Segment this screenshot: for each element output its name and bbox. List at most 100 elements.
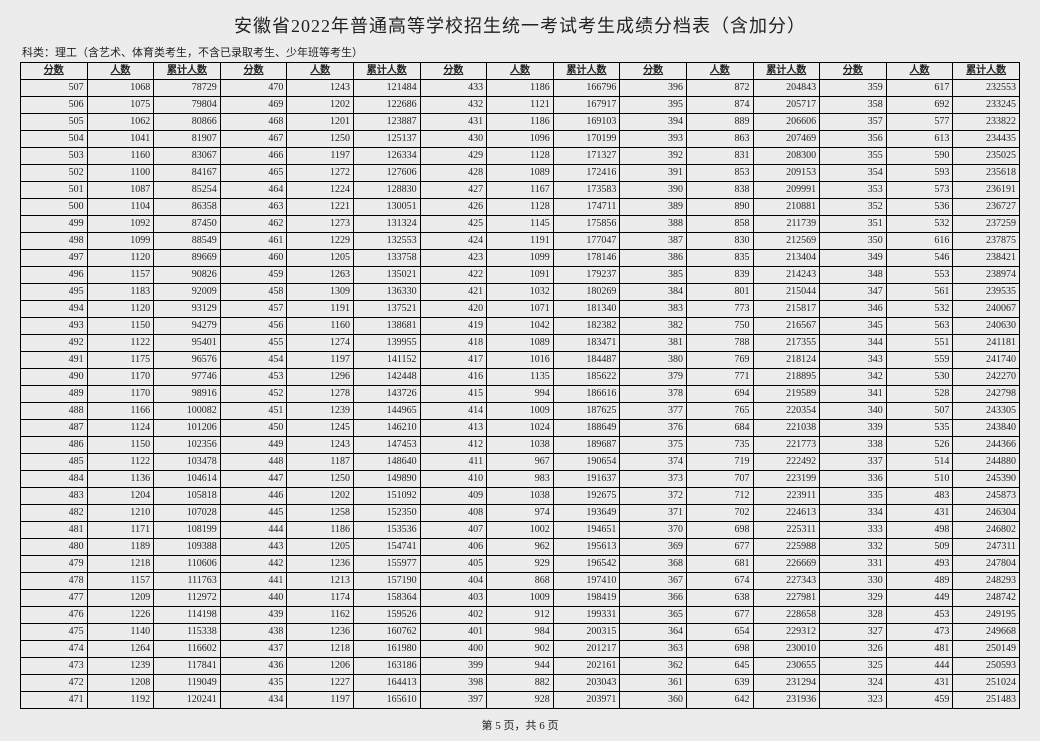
- cell: 220354: [753, 403, 820, 420]
- cell: 532: [886, 216, 953, 233]
- col-header: 分数: [21, 63, 88, 80]
- col-header: 累计人数: [353, 63, 420, 80]
- cell: 135021: [353, 267, 420, 284]
- cell: 1128: [487, 199, 554, 216]
- cell: 360: [620, 692, 687, 709]
- cell: 1186: [487, 114, 554, 131]
- cell: 1162: [287, 607, 354, 624]
- cell: 681: [686, 556, 753, 573]
- cell: 1150: [87, 437, 154, 454]
- cell: 1309: [287, 284, 354, 301]
- cell: 1274: [287, 335, 354, 352]
- cell: 242798: [953, 386, 1020, 403]
- cell: 146210: [353, 420, 420, 437]
- cell: 175856: [553, 216, 620, 233]
- cell: 1272: [287, 165, 354, 182]
- cell: 231936: [753, 692, 820, 709]
- cell: 399: [420, 658, 487, 675]
- cell: 546: [886, 250, 953, 267]
- cell: 425: [420, 216, 487, 233]
- cell: 428: [420, 165, 487, 182]
- table-row: 4811171108199444118615353640710021946513…: [21, 522, 1020, 539]
- cell: 377: [620, 403, 687, 420]
- cell: 128830: [353, 182, 420, 199]
- cell: 497: [21, 250, 88, 267]
- cell: 593: [886, 165, 953, 182]
- cell: 491: [21, 352, 88, 369]
- cell: 119049: [154, 675, 221, 692]
- cell: 1170: [87, 386, 154, 403]
- cell: 501: [21, 182, 88, 199]
- table-row: 4931150942794561160138681419104218238238…: [21, 318, 1020, 335]
- cell: 684: [686, 420, 753, 437]
- cell: 238421: [953, 250, 1020, 267]
- cell: 90826: [154, 267, 221, 284]
- cell: 1166: [87, 403, 154, 420]
- cell: 526: [886, 437, 953, 454]
- cell: 184487: [553, 352, 620, 369]
- cell: 506: [21, 97, 88, 114]
- cell: 87450: [154, 216, 221, 233]
- cell: 226669: [753, 556, 820, 573]
- cell: 136330: [353, 284, 420, 301]
- cell: 530: [886, 369, 953, 386]
- cell: 1038: [487, 488, 554, 505]
- cell: 1243: [287, 437, 354, 454]
- cell: 863: [686, 131, 753, 148]
- cell: 342: [820, 369, 887, 386]
- cell: 230010: [753, 641, 820, 658]
- cell: 217355: [753, 335, 820, 352]
- cell: 1264: [87, 641, 154, 658]
- cell: 209153: [753, 165, 820, 182]
- cell: 214243: [753, 267, 820, 284]
- cell: 81907: [154, 131, 221, 148]
- cell: 348: [820, 267, 887, 284]
- cell: 391: [620, 165, 687, 182]
- cell: 874: [686, 97, 753, 114]
- cell: 353: [820, 182, 887, 199]
- cell: 88549: [154, 233, 221, 250]
- cell: 225311: [753, 522, 820, 539]
- cell: 137521: [353, 301, 420, 318]
- cell: 464: [220, 182, 287, 199]
- cell: 92009: [154, 284, 221, 301]
- cell: 398: [420, 675, 487, 692]
- cell: 340: [820, 403, 887, 420]
- cell: 416: [420, 369, 487, 386]
- cell: 400: [420, 641, 487, 658]
- cell: 1206: [287, 658, 354, 675]
- cell: 402: [420, 607, 487, 624]
- cell: 457: [220, 301, 287, 318]
- cell: 1124: [87, 420, 154, 437]
- cell: 459: [886, 692, 953, 709]
- cell: 528: [886, 386, 953, 403]
- cell: 382: [620, 318, 687, 335]
- cell: 356: [820, 131, 887, 148]
- cell: 332: [820, 539, 887, 556]
- cell: 788: [686, 335, 753, 352]
- table-row: 5021100841674651272127606428108917241639…: [21, 165, 1020, 182]
- cell: 1245: [287, 420, 354, 437]
- cell: 944: [487, 658, 554, 675]
- cell: 142448: [353, 369, 420, 386]
- cell: 839: [686, 267, 753, 284]
- cell: 494: [21, 301, 88, 318]
- cell: 1236: [287, 556, 354, 573]
- cell: 421: [420, 284, 487, 301]
- cell: 236191: [953, 182, 1020, 199]
- cell: 362: [620, 658, 687, 675]
- cell: 212569: [753, 233, 820, 250]
- cell: 229312: [753, 624, 820, 641]
- cell: 498: [21, 233, 88, 250]
- cell: 436: [220, 658, 287, 675]
- cell: 447: [220, 471, 287, 488]
- cell: 573: [886, 182, 953, 199]
- table-row: 4751140115338438123616076240198420031536…: [21, 624, 1020, 641]
- cell: 481: [886, 641, 953, 658]
- cell: 474: [21, 641, 88, 658]
- table-row: 4901170977464531296142448416113518562237…: [21, 369, 1020, 386]
- cell: 363: [620, 641, 687, 658]
- cell: 221773: [753, 437, 820, 454]
- cell: 1091: [487, 267, 554, 284]
- cell: 83067: [154, 148, 221, 165]
